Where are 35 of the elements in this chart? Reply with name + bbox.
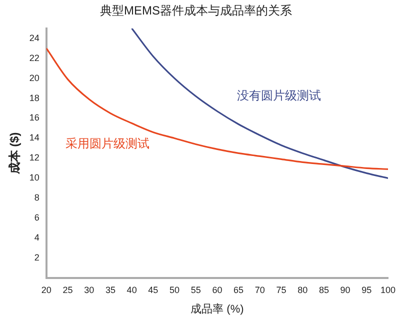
x-tick-label: 30 (84, 284, 94, 295)
y-tick-label: 18 (29, 92, 40, 103)
series-label: 没有圆片级测试 (237, 88, 322, 103)
y-tick-label: 20 (29, 72, 40, 83)
y-tick-label: 2 (34, 252, 40, 263)
x-tick-label: 65 (234, 284, 244, 295)
x-tick-label: 90 (340, 284, 350, 295)
x-tick-label: 70 (254, 284, 265, 295)
x-axis-title: 成品率 (%) (190, 302, 244, 316)
line-series (46, 48, 388, 170)
x-tick-label: 60 (212, 284, 222, 295)
y-tick-label: 24 (29, 32, 40, 43)
x-tick-label: 50 (170, 284, 180, 295)
x-tick-label: 95 (362, 284, 372, 295)
y-tick-label: 4 (34, 232, 40, 243)
x-tick-label: 55 (190, 284, 201, 295)
x-tick-label: 35 (105, 284, 116, 295)
x-tick-label: 45 (148, 284, 158, 295)
x-tick-label: 40 (126, 284, 137, 295)
y-tick-label: 6 (34, 212, 40, 223)
y-tick-label: 10 (29, 172, 40, 183)
y-tick-label: 22 (29, 52, 40, 63)
y-tick-label: 16 (29, 112, 40, 123)
x-tick-label: 80 (298, 284, 308, 295)
y-tick-label: 12 (29, 152, 40, 163)
x-tick-label: 75 (276, 284, 286, 295)
x-tick-label: 100 (380, 284, 396, 295)
y-tick-label: 8 (34, 192, 40, 203)
chart-title: 典型MEMS器件成本与成品率的关系 (100, 4, 292, 18)
x-tick-label: 20 (41, 284, 52, 295)
series-label: 采用圆片级测试 (65, 136, 150, 151)
x-tick-label: 85 (318, 284, 329, 295)
y-axis-title: 成本 ($) (8, 132, 22, 176)
y-tick-label: 14 (29, 132, 40, 143)
x-tick-label: 25 (62, 284, 73, 295)
